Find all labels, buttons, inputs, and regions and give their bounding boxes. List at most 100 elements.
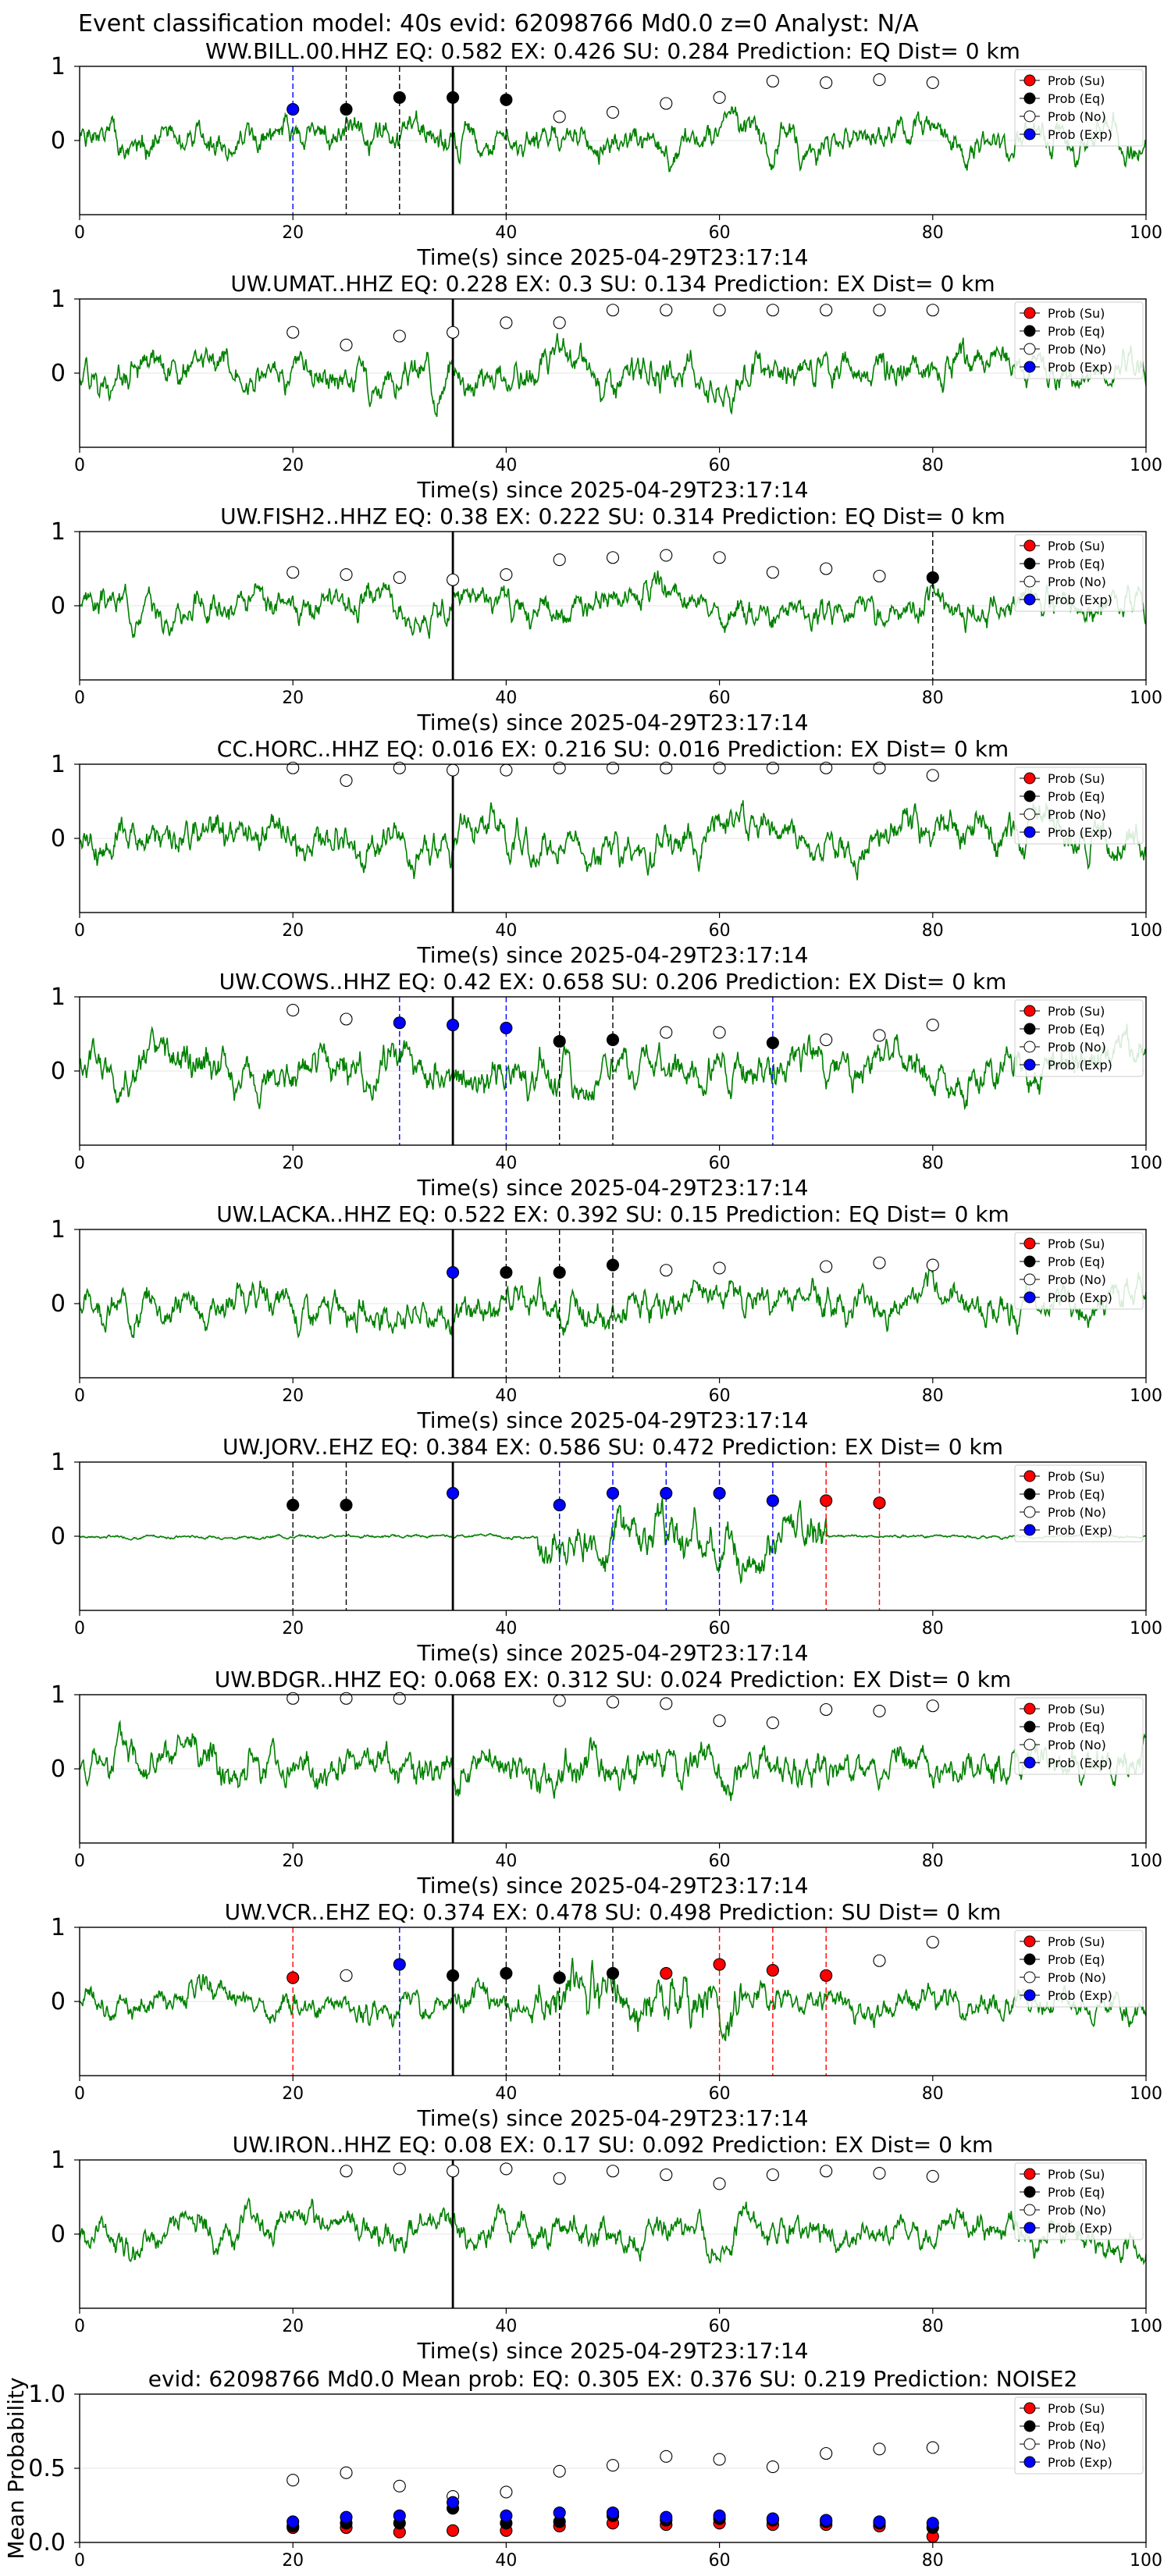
prob-point (447, 1486, 460, 1500)
legend-label: Prob (Exp) (1048, 1756, 1112, 1770)
legend-marker (1023, 325, 1036, 337)
prob-point (606, 2165, 620, 2178)
x-tick-label: 20 (282, 2317, 304, 2336)
legend-marker (1023, 74, 1036, 87)
x-tick-label: 60 (709, 688, 731, 708)
legend-label: Prob (No) (1048, 1738, 1106, 1752)
x-axis-label: Time(s) since 2025-04-29T23:17:14 (416, 942, 808, 968)
prob-point (340, 2165, 353, 2178)
legend-marker (1023, 1953, 1036, 1966)
legend-label: Prob (No) (1048, 807, 1106, 822)
prob-point (500, 316, 513, 329)
x-tick-label: 100 (1130, 2317, 1162, 2336)
legend-label: Prob (Exp) (1048, 1523, 1112, 1538)
legend-label: Prob (Eq) (1048, 789, 1105, 804)
legend-label: Prob (Exp) (1048, 825, 1112, 840)
y-axis-label: Mean Probability (3, 2377, 29, 2559)
prob-point (873, 1496, 886, 1510)
legend-marker (1023, 1237, 1036, 1250)
legend-box (1014, 767, 1144, 845)
prob-point (926, 76, 939, 89)
prob-point (340, 568, 353, 582)
prob-point (713, 2177, 726, 2190)
mean-prob-point (766, 2460, 779, 2474)
mean-prob-point (606, 2506, 620, 2520)
prob-point (820, 562, 833, 575)
legend-label: Prob (Eq) (1048, 1022, 1105, 1037)
prob-point (873, 1704, 886, 1717)
legend-label: Prob (Exp) (1048, 127, 1112, 142)
panel-title: CC.HORC..HHZ EQ: 0.016 EX: 0.216 SU: 0.0… (217, 736, 1009, 762)
prob-point (447, 91, 460, 104)
prob-point (606, 304, 620, 317)
x-tick-label: 0 (74, 921, 85, 941)
mean-prob-point (500, 2485, 513, 2499)
panel-title: UW.VCR..EHZ EQ: 0.374 EX: 0.478 SU: 0.49… (225, 1899, 1002, 1925)
legend-marker (1023, 808, 1036, 820)
mean-prob-point (926, 2441, 939, 2454)
legend-marker (1023, 2168, 1036, 2180)
x-tick-label: 80 (922, 456, 944, 475)
legend-label: Prob (Eq) (1048, 1487, 1105, 1502)
panel-title: UW.BDGR..HHZ EQ: 0.068 EX: 0.312 SU: 0.0… (215, 1667, 1012, 1692)
x-axis-label: Time(s) since 2025-04-29T23:17:14 (416, 2338, 808, 2364)
x-tick-label: 20 (282, 2084, 304, 2104)
x-tick-label: 100 (1130, 1619, 1162, 1638)
prob-point (873, 569, 886, 583)
prob-point (553, 761, 566, 774)
legend-box (1014, 1697, 1144, 1775)
mean-prob-point (660, 2450, 673, 2463)
x-axis-label: Time(s) since 2025-04-29T23:17:14 (416, 1407, 808, 1433)
x-tick-label: 20 (282, 688, 304, 708)
prob-point (393, 2162, 406, 2176)
x-axis-label: Time(s) since 2025-04-29T23:17:14 (416, 1873, 808, 1898)
legend-marker (1023, 92, 1036, 105)
x-tick-label: 20 (282, 1852, 304, 1871)
x-tick-label: 20 (282, 456, 304, 475)
prob-point (713, 1714, 726, 1727)
legend-box (1014, 999, 1144, 1077)
prob-point (287, 566, 300, 579)
legend-marker (1023, 1524, 1036, 1536)
prob-point (926, 1019, 939, 1032)
legend-marker (1023, 575, 1036, 588)
legend-marker (1023, 593, 1036, 606)
prob-point (606, 761, 620, 774)
waveform-panel: UW.BDGR..HHZ EQ: 0.068 EX: 0.312 SU: 0.0… (51, 1667, 1162, 1898)
x-tick-label: 40 (495, 1154, 517, 1173)
x-tick-label: 100 (1130, 1386, 1162, 1406)
x-tick-label: 80 (922, 921, 944, 941)
panel-title: WW.BILL.00.HHZ EQ: 0.582 EX: 0.426 SU: 0… (205, 38, 1020, 64)
x-axis-label: Time(s) since 2025-04-29T23:17:14 (416, 244, 808, 270)
x-tick-label: 60 (709, 223, 731, 243)
prob-point (926, 1935, 939, 1949)
y-tick-label: 1.0 (28, 2381, 66, 2408)
prob-point (660, 2168, 673, 2182)
prob-point (820, 1034, 833, 1047)
prob-point (447, 326, 460, 339)
legend-label: Prob (No) (1048, 342, 1106, 357)
prob-point (287, 1499, 300, 1512)
prob-point (926, 304, 939, 317)
x-tick-label: 20 (282, 223, 304, 243)
x-tick-label: 60 (709, 1619, 731, 1638)
x-tick-label: 60 (709, 2551, 731, 2571)
mean-prob-point (766, 2512, 779, 2525)
mean-prob-point (873, 2443, 886, 2456)
x-tick-label: 40 (495, 2084, 517, 2104)
prob-point (340, 1969, 353, 1982)
prob-point (873, 304, 886, 317)
legend-marker (1023, 1971, 1036, 1984)
prob-point (393, 1692, 406, 1705)
x-tick-label: 20 (282, 1154, 304, 1173)
prob-point (766, 304, 779, 317)
x-tick-label: 100 (1130, 223, 1162, 243)
y-tick-label: 1 (51, 286, 66, 313)
prob-point (660, 1264, 673, 1277)
y-tick-label: 0 (51, 592, 66, 620)
mean-prob-point (553, 2464, 566, 2478)
legend-label: Prob (Exp) (1048, 592, 1112, 607)
prob-point (713, 1026, 726, 1039)
x-tick-label: 80 (922, 1619, 944, 1638)
prob-point (926, 1699, 939, 1713)
